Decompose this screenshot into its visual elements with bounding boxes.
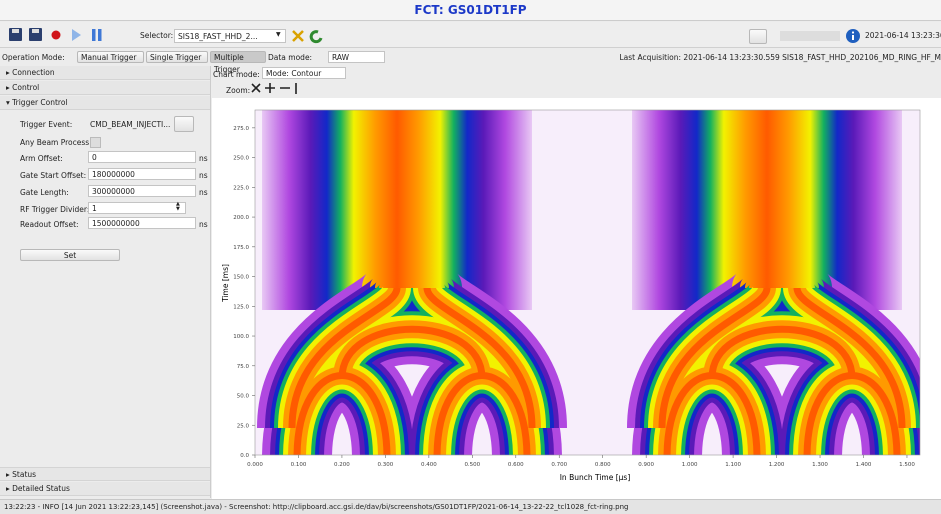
x-tick-label: 1.500 bbox=[899, 462, 915, 468]
chart-mode-combo[interactable]: Mode: Contour bbox=[262, 67, 346, 79]
section-title: Detailed Status bbox=[12, 484, 70, 493]
data-mode-combo[interactable]: RAW bbox=[328, 51, 385, 63]
x-tick-label: 1.100 bbox=[725, 462, 741, 468]
x-tick-label: 1.300 bbox=[812, 462, 828, 468]
unit-label: ns bbox=[199, 220, 208, 229]
x-tick-label: 0.600 bbox=[508, 462, 524, 468]
field-label: Gate Length: bbox=[20, 188, 69, 197]
datetime: 2021-06-14 13:23:36 bbox=[865, 31, 941, 40]
zoom-icons[interactable] bbox=[250, 82, 302, 96]
field-label: Trigger Event: bbox=[20, 120, 72, 129]
data-mode-label: Data mode: bbox=[268, 53, 312, 62]
unit-label: ns bbox=[199, 154, 208, 163]
x-tick-label: 1.000 bbox=[682, 462, 698, 468]
chart-mode-label: Chart mode: bbox=[213, 70, 260, 79]
x-tick-label: 0.200 bbox=[334, 462, 350, 468]
single-trigger-button[interactable]: Single Trigger bbox=[146, 51, 208, 63]
field-label: Any Beam Process: bbox=[20, 138, 92, 147]
section-title: Connection bbox=[12, 68, 54, 77]
section-header[interactable]: ▸ Status bbox=[0, 467, 210, 481]
section-title: Status bbox=[12, 470, 36, 479]
y-tick-label: 0.0 bbox=[240, 453, 249, 459]
x-tick-label: 0.400 bbox=[421, 462, 437, 468]
section-header[interactable]: ▾ Trigger Control bbox=[0, 96, 210, 110]
x-tick-label: 1.400 bbox=[856, 462, 872, 468]
x-tick-label: 0.000 bbox=[247, 462, 263, 468]
y-tick-label: 250.0 bbox=[233, 156, 249, 162]
y-tick-label: 150.0 bbox=[233, 275, 249, 281]
y-tick-label: 75.0 bbox=[237, 364, 250, 370]
field-label: Readout Offset: bbox=[20, 220, 79, 229]
unit-label: ns bbox=[199, 171, 208, 180]
field-input[interactable]: 180000000 bbox=[88, 168, 196, 180]
field-value: CMD_BEAM_INJECTI... bbox=[90, 120, 170, 129]
x-tick-label: 0.700 bbox=[551, 462, 567, 468]
field-input[interactable]: 300000000 bbox=[88, 185, 196, 197]
checkbox[interactable] bbox=[90, 137, 101, 148]
toggle-button[interactable] bbox=[749, 29, 767, 44]
y-tick-label: 50.0 bbox=[237, 394, 250, 400]
chart: Time [ms] In Bunch Time [µs] 0.000 0.100 0… bbox=[212, 98, 941, 499]
x-tick-label: 1.200 bbox=[769, 462, 785, 468]
status-message: 13:22:23 - INFO [14 Jun 2021 13:22:23,14… bbox=[4, 503, 628, 511]
y-tick-label: 175.0 bbox=[233, 245, 249, 251]
app-window: FCT: GS01DT1FP Selector: SIS18_FAST_HHD_… bbox=[0, 0, 941, 514]
field-label: RF Trigger Divider: bbox=[20, 205, 89, 214]
x-tick-label: 0.100 bbox=[291, 462, 307, 468]
manual-trigger-button[interactable]: Manual Trigger bbox=[77, 51, 144, 63]
field-input[interactable]: 0 bbox=[88, 151, 196, 163]
section-title: Control bbox=[12, 83, 39, 92]
x-tick-label: 0.900 bbox=[638, 462, 654, 468]
section-header[interactable]: ▸ Connection bbox=[0, 66, 210, 80]
info-icon[interactable] bbox=[845, 28, 861, 44]
section-title: Trigger Control bbox=[12, 98, 67, 107]
section-header[interactable]: ▸ Control bbox=[0, 81, 210, 95]
x-tick-label: 0.800 bbox=[595, 462, 611, 468]
contour-plot bbox=[255, 110, 920, 458]
spinner-input[interactable]: 1 bbox=[88, 202, 186, 214]
last-acquisition: Last Acquisition: 2021-06-14 13:23:30.55… bbox=[619, 53, 941, 62]
window-title: FCT: GS01DT1FP bbox=[0, 3, 941, 17]
tool-icons[interactable] bbox=[290, 28, 330, 44]
y-tick-label: 200.0 bbox=[233, 215, 249, 221]
zoom-label: Zoom: bbox=[226, 86, 250, 95]
y-axis-label: Time [ms] bbox=[221, 264, 230, 303]
operation-mode-label: Operation Mode: bbox=[2, 53, 65, 62]
unit-label: ns bbox=[199, 188, 208, 197]
selector-combo[interactable]: SIS18_FAST_HHD_2... bbox=[174, 29, 286, 43]
y-tick-label: 225.0 bbox=[233, 185, 249, 191]
disabled-combo bbox=[780, 31, 840, 41]
y-tick-label: 275.0 bbox=[233, 126, 249, 132]
multiple-trigger-button[interactable]: Multiple Trigger bbox=[210, 51, 266, 63]
x-tick-label: 0.300 bbox=[378, 462, 394, 468]
set-button[interactable]: Set bbox=[20, 249, 120, 261]
selector-label: Selector: bbox=[140, 31, 173, 40]
y-tick-label: 125.0 bbox=[233, 304, 249, 310]
field-input[interactable]: 1500000000 bbox=[88, 217, 196, 229]
x-axis-label: In Bunch Time [µs] bbox=[560, 473, 631, 482]
toolbar-icons[interactable] bbox=[8, 26, 138, 44]
y-tick-label: 25.0 bbox=[237, 423, 250, 429]
spinner-arrows[interactable]: ▲▼ bbox=[176, 202, 180, 212]
field-label: Arm Offset: bbox=[20, 154, 63, 163]
combo-arrow: ▼ bbox=[276, 31, 281, 38]
edit-button[interactable] bbox=[174, 116, 194, 132]
field-label: Gate Start Offset: bbox=[20, 171, 86, 180]
y-tick-label: 100.0 bbox=[233, 334, 249, 340]
section-header[interactable]: ▸ Detailed Status bbox=[0, 482, 210, 496]
x-tick-label: 0.500 bbox=[464, 462, 480, 468]
